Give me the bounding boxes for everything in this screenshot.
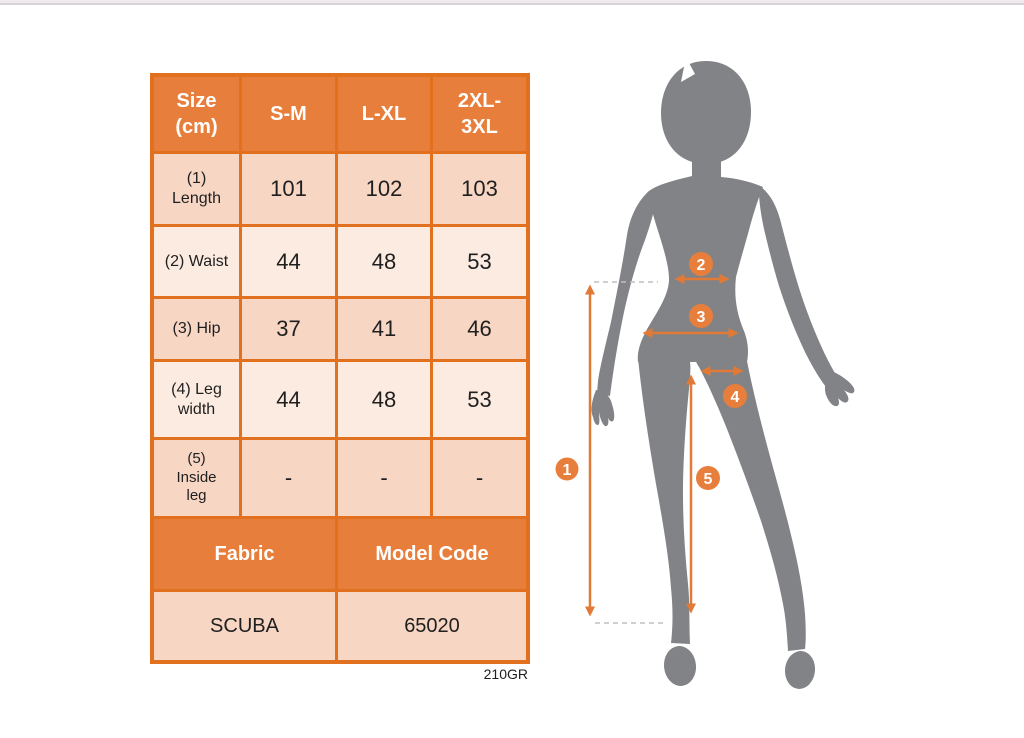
fabric-header: Fabric bbox=[154, 519, 335, 589]
value-cell: 44 bbox=[242, 227, 335, 296]
model-code-header: Model Code bbox=[338, 519, 526, 589]
value-cell: - bbox=[338, 440, 430, 516]
value-cell: 53 bbox=[433, 227, 526, 296]
marker-2-number: 2 bbox=[697, 257, 706, 274]
value-cell: 103 bbox=[433, 154, 526, 224]
value-cell: 101 bbox=[242, 154, 335, 224]
marker-3-number: 3 bbox=[697, 309, 706, 326]
dashed-guides bbox=[594, 281, 664, 624]
size-table: Size (cm) S-M L-XL 2XL- 3XL (1) Length 1… bbox=[150, 73, 530, 664]
body-silhouette bbox=[591, 61, 855, 689]
marker-4: 4 bbox=[723, 384, 747, 408]
weight-note: 210GR bbox=[483, 666, 528, 682]
marker-2: 2 bbox=[689, 252, 713, 276]
marker-1-number: 1 bbox=[563, 462, 572, 479]
value-cell: - bbox=[242, 440, 335, 516]
row-label-length: (1) Length bbox=[154, 154, 239, 224]
value-cell: 102 bbox=[338, 154, 430, 224]
size-table-header-size: Size (cm) bbox=[154, 77, 239, 151]
size-table-header-lxl: L-XL bbox=[338, 77, 430, 151]
value-cell: 48 bbox=[338, 362, 430, 437]
marker-1: 1 bbox=[555, 457, 579, 481]
value-cell: 48 bbox=[338, 227, 430, 296]
row-label-leg-width: (4) Leg width bbox=[154, 362, 239, 437]
marker-5: 5 bbox=[696, 466, 720, 490]
value-cell: 46 bbox=[433, 299, 526, 359]
value-cell: 41 bbox=[338, 299, 430, 359]
model-code-value: 65020 bbox=[338, 592, 526, 660]
size-table-header-sm: S-M bbox=[242, 77, 335, 151]
value-cell: 44 bbox=[242, 362, 335, 437]
row-label-waist: (2) Waist bbox=[154, 227, 239, 296]
size-table-header-2xl3xl: 2XL- 3XL bbox=[433, 77, 526, 151]
hair-notch bbox=[681, 61, 695, 82]
marker-3: 3 bbox=[689, 304, 713, 328]
measurement-markers: 1 2 3 4 5 bbox=[555, 252, 747, 490]
value-cell: 37 bbox=[242, 299, 335, 359]
row-label-inside-leg: (5) Inside leg bbox=[154, 440, 239, 516]
top-border-strip bbox=[0, 0, 1024, 5]
row-label-hip: (3) Hip bbox=[154, 299, 239, 359]
fabric-value: SCUBA bbox=[154, 592, 335, 660]
value-cell: 53 bbox=[433, 362, 526, 437]
measurement-arrows bbox=[585, 274, 744, 617]
marker-4-number: 4 bbox=[731, 389, 740, 406]
marker-5-number: 5 bbox=[704, 471, 713, 488]
measurement-diagram: 1 2 3 4 5 bbox=[555, 61, 855, 689]
value-cell: - bbox=[433, 440, 526, 516]
